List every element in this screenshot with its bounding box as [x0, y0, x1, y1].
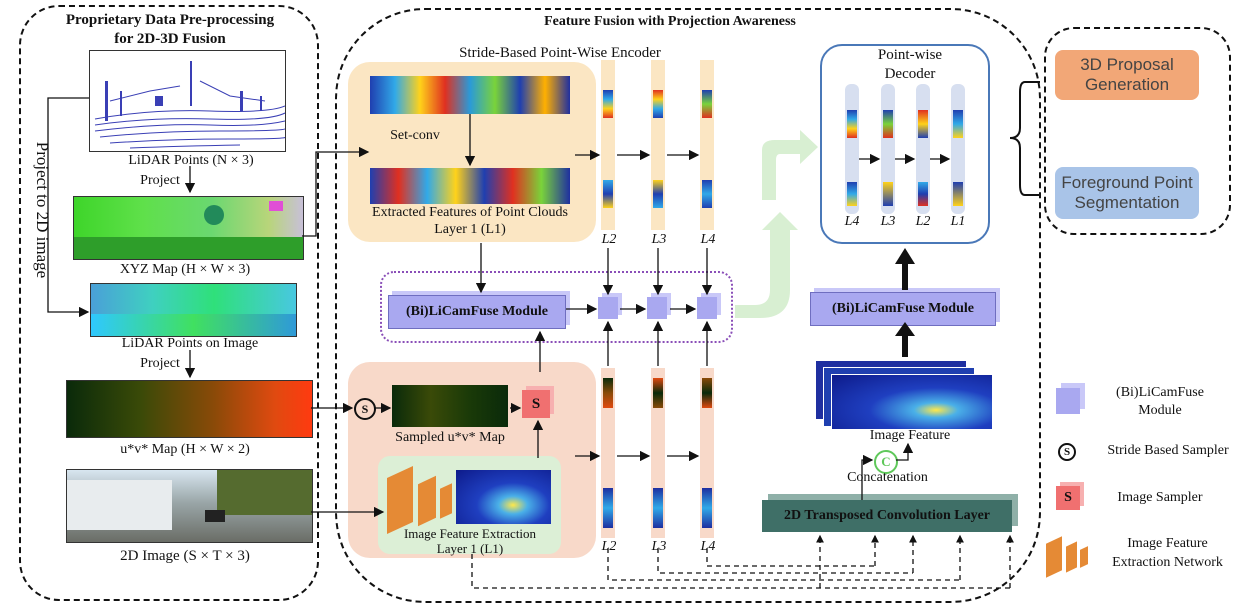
image-column-l2-map: [603, 378, 613, 408]
fuse-cube-l3: [647, 297, 667, 319]
legend-stride-sampler: Stride Based Sampler: [1107, 443, 1229, 458]
image-column-l3-map: [653, 378, 663, 408]
encoder-feature-map-top: [370, 76, 570, 114]
decoder-map-l3: [883, 110, 893, 138]
decoder-map-l2-low: [918, 182, 928, 206]
transposed-conv-layer: 2D Transposed Convolution Layer: [762, 500, 1012, 532]
dec-label-l3: L3: [880, 214, 896, 229]
encoder-column-l2-map-low: [603, 180, 613, 208]
fuse-cube-l2: [598, 297, 618, 319]
dec-label-l1: L1: [950, 214, 966, 229]
fusion-panel: [335, 8, 1041, 603]
encoder-column-l4-map-low: [702, 180, 712, 208]
decoder-map-l1-low: [953, 182, 963, 206]
encoder-column-l3-map-low: [653, 180, 663, 208]
extracted-features-label-1: Extracted Features of Point Clouds: [372, 205, 568, 220]
decoder-map-l4: [847, 110, 857, 138]
enc-top-label-l2: L2: [601, 232, 617, 247]
concatenation-node: C: [874, 450, 898, 474]
foreground-segmentation-box: Foreground Point Segmentation: [1055, 167, 1199, 219]
licamfuse-right-label: (Bi)LiCamFuse Module: [832, 301, 974, 316]
legend-stride-glyph: S: [1063, 446, 1071, 458]
sampled-uv-label: Sampled u*v* Map: [395, 430, 505, 445]
encoder-title: Stride-Based Point-Wise Encoder: [459, 45, 661, 61]
transposed-conv-label: 2D Transposed Convolution Layer: [783, 508, 990, 523]
image-sampler-glyph: S: [531, 395, 541, 412]
image-feature-label: Image Feature: [869, 428, 951, 443]
segment-line-1: Foreground Point: [1061, 173, 1193, 192]
concatenation-label: Concatenation: [847, 470, 928, 485]
extracted-features-label-2: Layer 1 (L1): [434, 222, 506, 237]
legend-image-sampler: Image Sampler: [1117, 490, 1203, 505]
image-feature-map-l1: [456, 470, 551, 524]
fuse-cube-l4: [697, 297, 717, 319]
dec-label-l2: L2: [915, 214, 931, 229]
decoder-map-l2: [918, 110, 928, 138]
encoder-feature-map-bottom: [370, 168, 570, 204]
legend-network-line2: Extraction Network: [1112, 555, 1223, 570]
output-panel: [1044, 27, 1231, 235]
enc-bottom-label-l4: L4: [700, 539, 716, 554]
fuse-row-box: [380, 271, 733, 343]
uv-map-image: [66, 380, 313, 438]
stride-sampler-node: S: [354, 398, 376, 420]
decoder-map-l4-low: [847, 182, 857, 206]
legend-licamfuse-line2: Module: [1138, 403, 1182, 418]
stride-sampler-glyph: S: [361, 401, 369, 416]
image-sampler-node: S: [522, 390, 550, 418]
fusion-title: Feature Fusion with Projection Awareness: [544, 14, 796, 29]
proposal-generation-box: 3D Proposal Generation: [1055, 50, 1199, 100]
encoder-column-l4-map: [702, 90, 712, 118]
xyz-map-label: XYZ Map (H × W × 3): [119, 262, 251, 277]
sampled-uv-map-image: [392, 385, 508, 427]
concat-glyph: C: [881, 454, 891, 469]
img-feature-label-2: Layer 1 (L1): [436, 541, 504, 556]
preprocessing-panel: [19, 5, 319, 601]
image-column-l2-feature: [603, 488, 613, 528]
image-column-l4-feature: [702, 488, 712, 528]
preprocessing-title-2: for 2D-3D Fusion: [114, 31, 226, 47]
legend-image-sampler-icon: S: [1056, 486, 1080, 510]
2d-image: [66, 469, 313, 543]
legend-licamfuse-icon: [1056, 388, 1080, 414]
dec-label-l4: L4: [844, 214, 860, 229]
enc-bottom-label-l2: L2: [601, 539, 617, 554]
legend-sampler-glyph: S: [1064, 490, 1072, 505]
lidar-on-image-label: LiDAR Points on Image: [121, 336, 259, 351]
lidar-points-label: LiDAR Points (N × 3): [128, 153, 254, 168]
segment-line-2: Segmentation: [1074, 193, 1180, 212]
preprocessing-title-1: Proprietary Data Pre-processing: [65, 12, 275, 28]
decoder-map-l1: [953, 110, 963, 138]
legend-stride-sampler-icon: S: [1058, 443, 1076, 461]
enc-bottom-label-l3: L3: [651, 539, 667, 554]
decoder-title-2: Decoder: [884, 66, 936, 82]
encoder-column-l2-map: [603, 90, 613, 118]
decoder-map-l3-low: [883, 182, 893, 206]
project-label-2: Project: [140, 356, 180, 371]
licamfuse-module-right: (Bi)LiCamFuse Module: [810, 292, 996, 326]
legend-licamfuse-line1: (Bi)LiCamFuse: [1116, 385, 1204, 400]
proposal-line-1: 3D Proposal: [1080, 55, 1174, 74]
image-column-l4-map: [702, 378, 712, 408]
licamfuse-module-left: (Bi)LiCamFuse Module: [388, 295, 566, 329]
lidar-points-image: [89, 50, 286, 152]
project-label-1: Project: [140, 173, 180, 188]
enc-top-label-l4: L4: [700, 232, 716, 247]
enc-top-label-l3: L3: [651, 232, 667, 247]
uv-map-label: u*v* Map (H × W × 2): [120, 442, 250, 457]
lidar-on-image-image: [90, 283, 297, 337]
img-feature-label-1: Image Feature Extraction: [403, 526, 537, 541]
proposal-line-2: Generation: [1084, 75, 1170, 94]
licamfuse-left-label: (Bi)LiCamFuse Module: [406, 304, 548, 319]
2d-image-label: 2D Image (S × T × 3): [120, 548, 250, 564]
image-column-l3-feature: [653, 488, 663, 528]
image-feature-stack-front: [831, 374, 993, 430]
legend-network-line1: Image Feature: [1127, 536, 1208, 551]
set-conv-label: Set-conv: [390, 128, 440, 143]
xyz-map-image: [73, 196, 304, 260]
decoder-title-1: Point-wise: [877, 47, 943, 63]
encoder-column-l3-map: [653, 90, 663, 118]
